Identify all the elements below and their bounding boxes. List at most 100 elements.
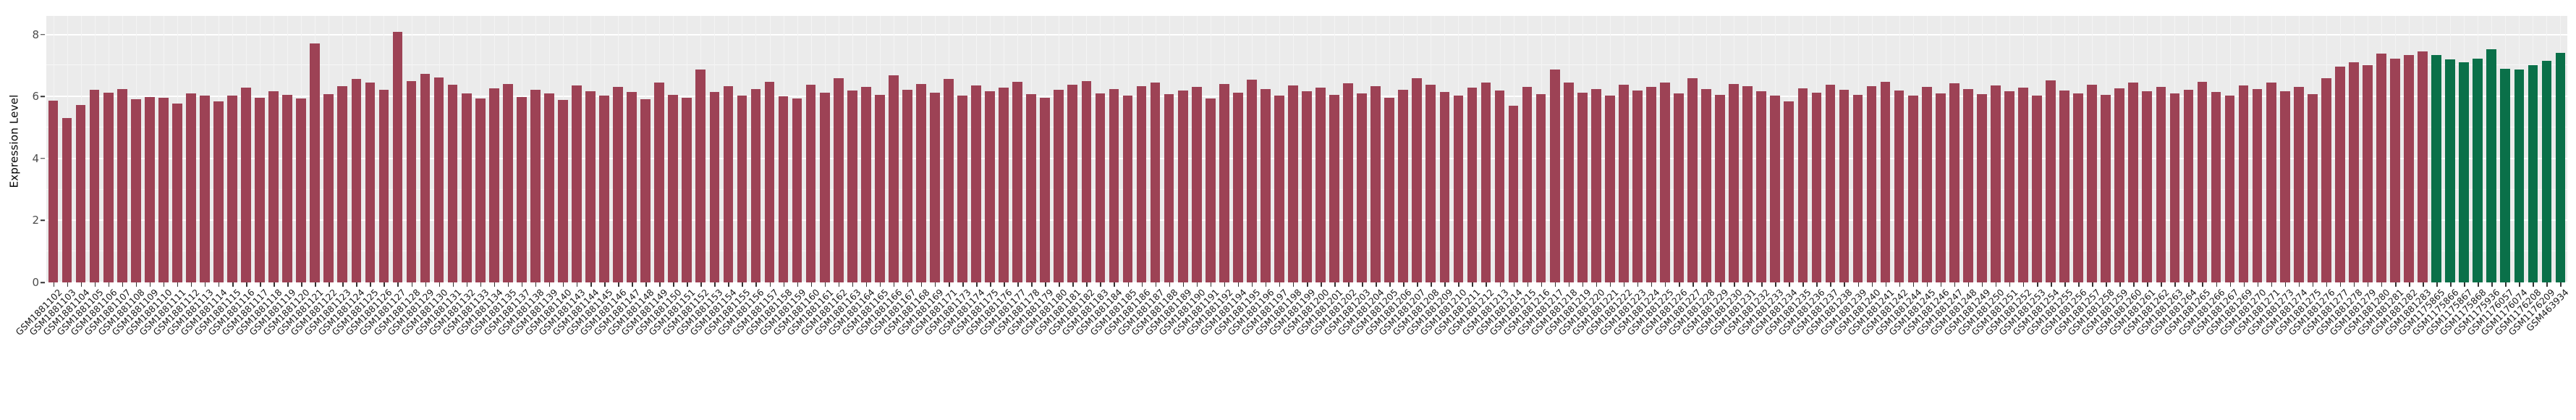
bar[interactable] xyxy=(1343,83,1353,282)
bar[interactable] xyxy=(130,98,141,282)
bar[interactable] xyxy=(2486,49,2497,282)
bar[interactable] xyxy=(461,93,472,282)
bar[interactable] xyxy=(351,79,362,282)
bar[interactable] xyxy=(1852,95,1863,282)
bar[interactable] xyxy=(1549,69,1560,282)
bar[interactable] xyxy=(1261,89,1271,282)
bar[interactable] xyxy=(75,104,86,282)
bar[interactable] xyxy=(2335,66,2345,282)
bar[interactable] xyxy=(1315,88,1326,282)
bar[interactable] xyxy=(654,83,665,282)
bar[interactable] xyxy=(213,101,224,282)
bar[interactable] xyxy=(2541,61,2552,282)
bar[interactable] xyxy=(2018,87,2028,282)
bar[interactable] xyxy=(1412,77,1423,282)
bar[interactable] xyxy=(406,80,417,282)
bar[interactable] xyxy=(1604,96,1615,282)
bar[interactable] xyxy=(2321,77,2331,282)
bar[interactable] xyxy=(805,85,816,282)
bar[interactable] xyxy=(1687,78,1698,282)
bar[interactable] xyxy=(323,94,334,282)
bar[interactable] xyxy=(2142,91,2153,282)
bar[interactable] xyxy=(268,91,279,282)
bar[interactable] xyxy=(1921,87,1932,282)
bar[interactable] xyxy=(1109,89,1119,282)
bar[interactable] xyxy=(916,83,926,282)
bar[interactable] xyxy=(944,79,954,282)
bar[interactable] xyxy=(971,85,981,282)
bar[interactable] xyxy=(1467,88,1478,282)
bar[interactable] xyxy=(1508,105,1519,282)
bar[interactable] xyxy=(2032,96,2042,282)
bar[interactable] xyxy=(1535,93,1546,282)
bar[interactable] xyxy=(62,118,72,282)
bar[interactable] xyxy=(930,92,940,282)
bar[interactable] xyxy=(48,100,59,282)
bar[interactable] xyxy=(447,85,458,282)
bar[interactable] xyxy=(902,89,912,282)
bar[interactable] xyxy=(2349,62,2359,282)
bar[interactable] xyxy=(2004,91,2014,282)
bar[interactable] xyxy=(2404,54,2414,282)
bar[interactable] xyxy=(1949,83,1959,282)
bar[interactable] xyxy=(613,87,623,282)
bar[interactable] xyxy=(1302,91,1312,282)
bar[interactable] xyxy=(2238,85,2249,282)
bar[interactable] xyxy=(599,96,609,282)
bar[interactable] xyxy=(1232,93,1243,282)
bar[interactable] xyxy=(778,96,789,282)
bar[interactable] xyxy=(1177,91,1188,282)
bar[interactable] xyxy=(985,91,995,282)
bar[interactable] xyxy=(2183,89,2194,282)
bar[interactable] xyxy=(1095,93,1106,282)
bar[interactable] xyxy=(1480,83,1491,282)
bar[interactable] xyxy=(1384,97,1395,282)
bar[interactable] xyxy=(874,95,885,282)
bar[interactable] xyxy=(1274,96,1284,282)
bar[interactable] xyxy=(888,75,899,282)
bar[interactable] xyxy=(1729,83,1740,282)
bar[interactable] xyxy=(1081,80,1092,282)
bar[interactable] xyxy=(1164,93,1174,282)
bar[interactable] xyxy=(378,90,389,282)
bar[interactable] xyxy=(1701,89,1711,282)
bar[interactable] xyxy=(337,86,348,282)
bar[interactable] xyxy=(2514,70,2525,282)
bar[interactable] xyxy=(682,97,692,282)
bar[interactable] xyxy=(2059,90,2069,282)
bar[interactable] xyxy=(2500,68,2511,282)
bar[interactable] xyxy=(227,96,237,282)
bar[interactable] xyxy=(2459,62,2470,282)
bar[interactable] xyxy=(1935,93,1946,282)
bar[interactable] xyxy=(1453,96,1464,282)
bar[interactable] xyxy=(392,32,403,282)
bar[interactable] xyxy=(640,99,651,282)
bar[interactable] xyxy=(1191,87,1202,282)
bar[interactable] xyxy=(1811,93,1822,282)
bar[interactable] xyxy=(1646,87,1656,282)
bar[interactable] xyxy=(1357,93,1367,282)
bar[interactable] xyxy=(957,96,967,282)
bar[interactable] xyxy=(2390,59,2400,282)
bar[interactable] xyxy=(158,98,169,282)
bar[interactable] xyxy=(1962,89,1973,282)
bar[interactable] xyxy=(1907,96,1918,282)
bar[interactable] xyxy=(1590,88,1601,282)
bar[interactable] xyxy=(1288,85,1298,282)
bar[interactable] xyxy=(2128,83,2139,282)
bar[interactable] xyxy=(2156,87,2166,282)
bar[interactable] xyxy=(1136,86,1147,282)
bar[interactable] xyxy=(860,87,871,282)
bar[interactable] xyxy=(2431,55,2441,282)
bar[interactable] xyxy=(2197,82,2208,282)
bar[interactable] xyxy=(1715,95,1725,282)
bar[interactable] xyxy=(2266,83,2276,282)
bar[interactable] xyxy=(2307,93,2318,282)
bar[interactable] xyxy=(668,94,679,282)
bar[interactable] xyxy=(2087,85,2098,282)
bar[interactable] xyxy=(1977,94,1987,282)
bar[interactable] xyxy=(1742,86,1753,282)
bar[interactable] xyxy=(282,95,293,282)
bar[interactable] xyxy=(1398,90,1409,282)
bar[interactable] xyxy=(2073,93,2083,282)
